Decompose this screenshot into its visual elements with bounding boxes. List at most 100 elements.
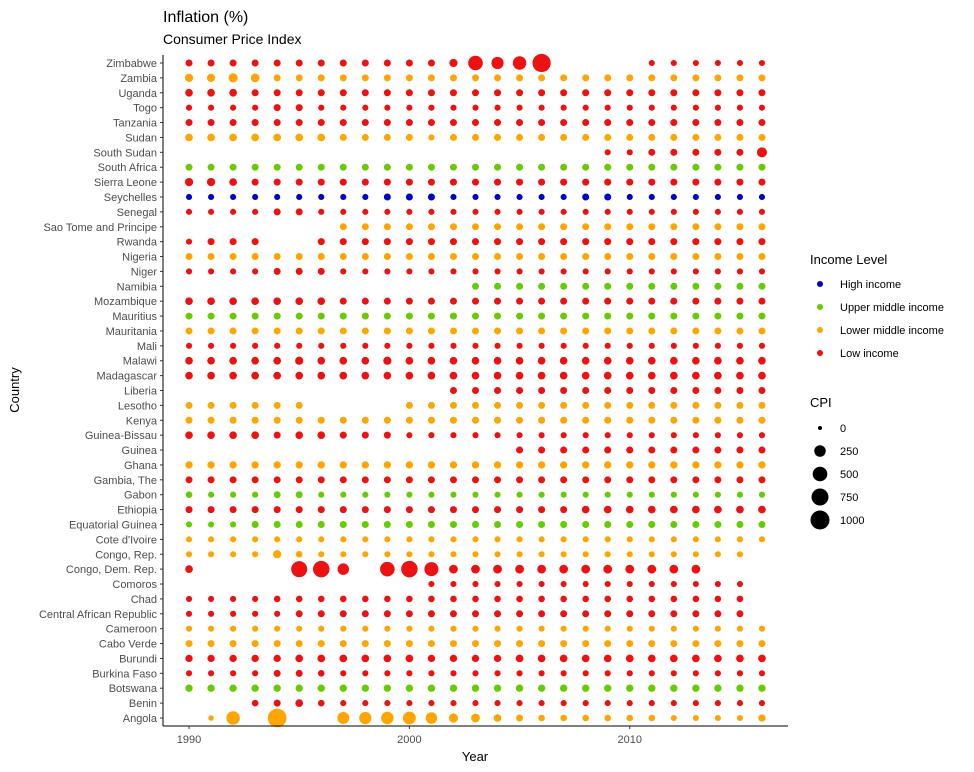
data-point — [449, 327, 457, 335]
data-point — [184, 73, 194, 83]
data-point — [494, 670, 501, 677]
data-point — [493, 654, 502, 663]
data-point — [758, 536, 766, 543]
data-point — [560, 476, 568, 484]
data-point — [670, 416, 678, 424]
data-point — [626, 89, 634, 97]
data-point — [185, 431, 193, 439]
data-point — [472, 536, 479, 543]
data-point — [273, 104, 281, 112]
data-point — [582, 193, 590, 201]
data-point — [361, 74, 369, 82]
data-point — [317, 476, 325, 484]
data-point — [560, 297, 568, 305]
data-point — [406, 208, 413, 215]
data-point — [427, 193, 435, 201]
data-point — [317, 431, 326, 439]
data-point — [692, 282, 700, 290]
data-point — [714, 327, 722, 335]
data-point — [317, 461, 325, 469]
data-point — [362, 625, 369, 632]
data-point — [604, 520, 612, 528]
legend-cpi-label: 0 — [840, 423, 846, 435]
data-point — [317, 699, 325, 707]
data-point — [692, 551, 699, 558]
legend-cpi-label: 250 — [840, 446, 858, 458]
data-point — [494, 387, 502, 394]
data-point — [516, 208, 523, 215]
data-point — [692, 104, 699, 111]
data-point — [648, 238, 656, 246]
data-point — [251, 89, 259, 97]
data-point — [185, 401, 193, 409]
data-point — [692, 193, 699, 201]
data-point — [648, 223, 656, 231]
data-point — [207, 476, 215, 484]
data-point — [340, 193, 347, 201]
data-point — [251, 520, 259, 528]
data-point — [185, 268, 193, 275]
data-point — [582, 446, 590, 454]
data-point — [714, 253, 722, 261]
data-point — [207, 461, 215, 469]
data-point — [208, 715, 214, 721]
data-point — [208, 104, 215, 111]
data-point — [208, 208, 215, 215]
data-point — [692, 520, 700, 528]
data-point — [317, 610, 325, 618]
data-point — [582, 163, 590, 171]
y-tick-label: Cameroon — [106, 624, 157, 636]
data-point — [472, 416, 479, 424]
y-tick-label: Rwanda — [117, 237, 158, 249]
data-point — [383, 461, 392, 469]
y-tick-label: Burkina Faso — [92, 668, 157, 680]
y-tick-label: Niger — [131, 266, 158, 278]
data-point — [206, 73, 216, 83]
data-point — [206, 177, 216, 187]
data-point — [427, 416, 435, 424]
data-point — [516, 670, 523, 677]
data-point — [405, 356, 414, 365]
data-point — [516, 104, 523, 111]
data-point — [428, 134, 435, 141]
data-point — [582, 208, 589, 215]
data-point — [582, 327, 590, 335]
data-point — [670, 625, 677, 632]
data-point — [582, 432, 589, 439]
data-point — [736, 446, 744, 454]
data-point — [384, 268, 391, 275]
data-point — [427, 312, 435, 320]
data-point — [295, 208, 303, 216]
data-point — [604, 446, 612, 454]
data-point — [361, 59, 369, 67]
data-point — [626, 327, 634, 335]
data-point — [670, 610, 678, 618]
data-point — [538, 282, 546, 290]
data-point — [493, 371, 502, 380]
data-point — [736, 505, 744, 514]
data-point — [251, 506, 259, 514]
data-point — [383, 133, 391, 141]
data-point — [648, 520, 656, 528]
data-point — [318, 104, 325, 111]
data-point — [471, 356, 480, 365]
data-point — [758, 223, 766, 231]
data-point — [581, 505, 590, 514]
data-point — [537, 371, 546, 380]
data-point — [472, 223, 479, 231]
data-point — [603, 564, 613, 574]
data-point — [361, 223, 369, 231]
y-tick-label: Mauritius — [112, 311, 157, 323]
x-axis-title: Year — [462, 749, 489, 764]
data-point — [185, 654, 193, 663]
data-point — [296, 536, 303, 543]
data-point — [538, 223, 546, 231]
data-point — [428, 342, 435, 349]
data-point — [736, 297, 744, 305]
data-point — [273, 476, 281, 484]
data-point — [405, 238, 413, 246]
data-point — [692, 401, 700, 409]
data-point — [581, 356, 590, 365]
data-point — [626, 312, 634, 320]
